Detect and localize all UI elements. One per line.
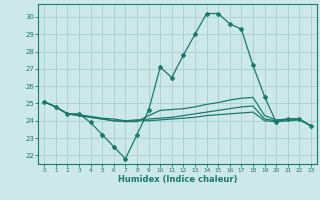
X-axis label: Humidex (Indice chaleur): Humidex (Indice chaleur) bbox=[118, 175, 237, 184]
